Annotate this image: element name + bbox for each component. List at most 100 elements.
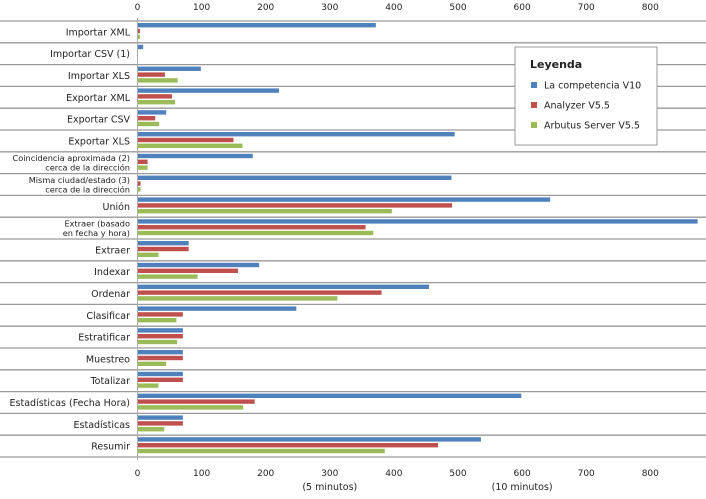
- bar-3-20: [138, 448, 385, 454]
- top-tick-label: 800: [642, 3, 659, 13]
- bar-1-3: [138, 66, 201, 71]
- bottom-tick-label: 600: [514, 469, 531, 479]
- bar-1-19: [138, 415, 183, 420]
- bar-2-16: [138, 355, 183, 361]
- category-label: Importar XML: [66, 27, 131, 38]
- bar-2-4: [138, 94, 172, 99]
- legend: Leyenda La competencia V10 Analyzer V5.5 A…: [514, 46, 658, 146]
- bar-1-18: [138, 393, 522, 398]
- bar-2-11: [138, 246, 189, 252]
- bar-3-12: [138, 274, 198, 279]
- x-annotation: (5 minutos): [302, 482, 357, 493]
- bar-2-6: [138, 137, 234, 143]
- category-label: Estadísticas: [74, 420, 131, 431]
- bar-2-20: [138, 443, 438, 448]
- x-annotation: (10 minutos): [492, 482, 553, 493]
- bottom-tick-label: 800: [642, 469, 659, 479]
- legend-label: Analyzer V5.5: [544, 101, 610, 112]
- bottom-tick-label: 0: [135, 469, 141, 479]
- bar-3-8: [138, 187, 141, 192]
- bar-3-14: [138, 318, 177, 323]
- category-label: Estadísticas (Fecha Hora): [10, 398, 130, 409]
- top-tick-label: 300: [321, 3, 338, 13]
- bar-1-9: [138, 197, 551, 202]
- bar-1-4: [138, 88, 280, 93]
- bar-1-20: [138, 437, 481, 442]
- category-label: Indexar: [94, 267, 130, 278]
- bar-3-13: [138, 296, 338, 301]
- legend-title: Leyenda: [530, 58, 582, 71]
- category-label: Totalizar: [89, 376, 130, 387]
- top-tick-label: 700: [578, 3, 595, 13]
- bar-1-10: [138, 219, 698, 224]
- legend-swatch: [531, 102, 537, 108]
- bar-3-15: [138, 339, 178, 345]
- bar-2-15: [138, 334, 183, 339]
- category-label: Importar CSV (1): [50, 49, 130, 60]
- category-label: Extraer: [95, 245, 130, 256]
- legend-label: La competencia V10: [544, 81, 641, 92]
- top-tick-label: 600: [514, 3, 531, 13]
- bar-1-7: [138, 153, 253, 159]
- bar-2-9: [138, 203, 453, 208]
- bar-3-7: [138, 165, 148, 170]
- category-label: Exportar XML: [66, 93, 131, 104]
- category-label: Exportar XLS: [68, 136, 130, 147]
- bar-1-17: [138, 371, 183, 377]
- bar-3-1: [138, 34, 140, 39]
- bottom-tick-label: 400: [385, 469, 402, 479]
- bar-2-14: [138, 312, 183, 317]
- bar-3-9: [138, 209, 392, 214]
- bar-3-18: [138, 405, 244, 410]
- bar-1-2: [138, 44, 144, 50]
- bar-3-17: [138, 383, 159, 388]
- top-tick-label: 500: [449, 3, 466, 13]
- category-label: Clasificar: [86, 311, 130, 322]
- bar-2-8: [138, 181, 141, 186]
- bar-2-18: [138, 399, 255, 404]
- bar-3-16: [138, 361, 167, 366]
- legend-swatch: [531, 122, 537, 128]
- bar-2-7: [138, 159, 148, 164]
- category-label: Unión: [103, 202, 130, 213]
- bar-1-11: [138, 241, 189, 246]
- bar-2-3: [138, 72, 165, 77]
- bar-2-17: [138, 377, 183, 382]
- legend-swatch: [531, 82, 537, 88]
- category-label: Estratificar: [78, 333, 130, 344]
- bar-1-16: [138, 350, 183, 355]
- legend-label: Arbutus Server V5.5: [544, 121, 640, 132]
- category-label: Ordenar: [91, 289, 130, 300]
- category-label: Importar XLS: [68, 71, 130, 82]
- category-label: Resumir: [91, 442, 130, 453]
- top-tick-label: 400: [385, 3, 402, 13]
- bar-2-19: [138, 421, 183, 426]
- top-tick-label: 100: [193, 3, 210, 13]
- bottom-tick-label: 500: [449, 469, 466, 479]
- bar-1-6: [138, 132, 455, 137]
- bottom-tick-label: 300: [321, 469, 338, 479]
- bar-2-5: [138, 116, 156, 121]
- category-label: Muestreo: [86, 354, 130, 365]
- category-label: Exportar CSV: [67, 115, 131, 126]
- category-label: Extraer (basado en fecha y hora): [63, 219, 130, 239]
- bottom-tick-label: 100: [193, 469, 210, 479]
- bar-3-4: [138, 100, 176, 105]
- top-tick-label: 0: [135, 3, 141, 13]
- bar-3-10: [138, 230, 374, 236]
- category-label: Coincidencia aproximada (2) cerca de la d…: [13, 153, 130, 173]
- bottom-tick-label: 700: [578, 469, 595, 479]
- bar-2-1: [138, 28, 140, 34]
- bar-1-8: [138, 175, 452, 180]
- bar-1-5: [138, 110, 167, 115]
- bar-3-11: [138, 252, 159, 257]
- bar-1-13: [138, 284, 430, 289]
- bar-3-19: [138, 427, 165, 432]
- bar-3-6: [138, 143, 243, 148]
- top-tick-label: 200: [257, 3, 274, 13]
- bottom-tick-label: 200: [257, 469, 274, 479]
- bar-1-1: [138, 23, 376, 28]
- bar-1-12: [138, 262, 260, 268]
- bar-2-10: [138, 225, 366, 230]
